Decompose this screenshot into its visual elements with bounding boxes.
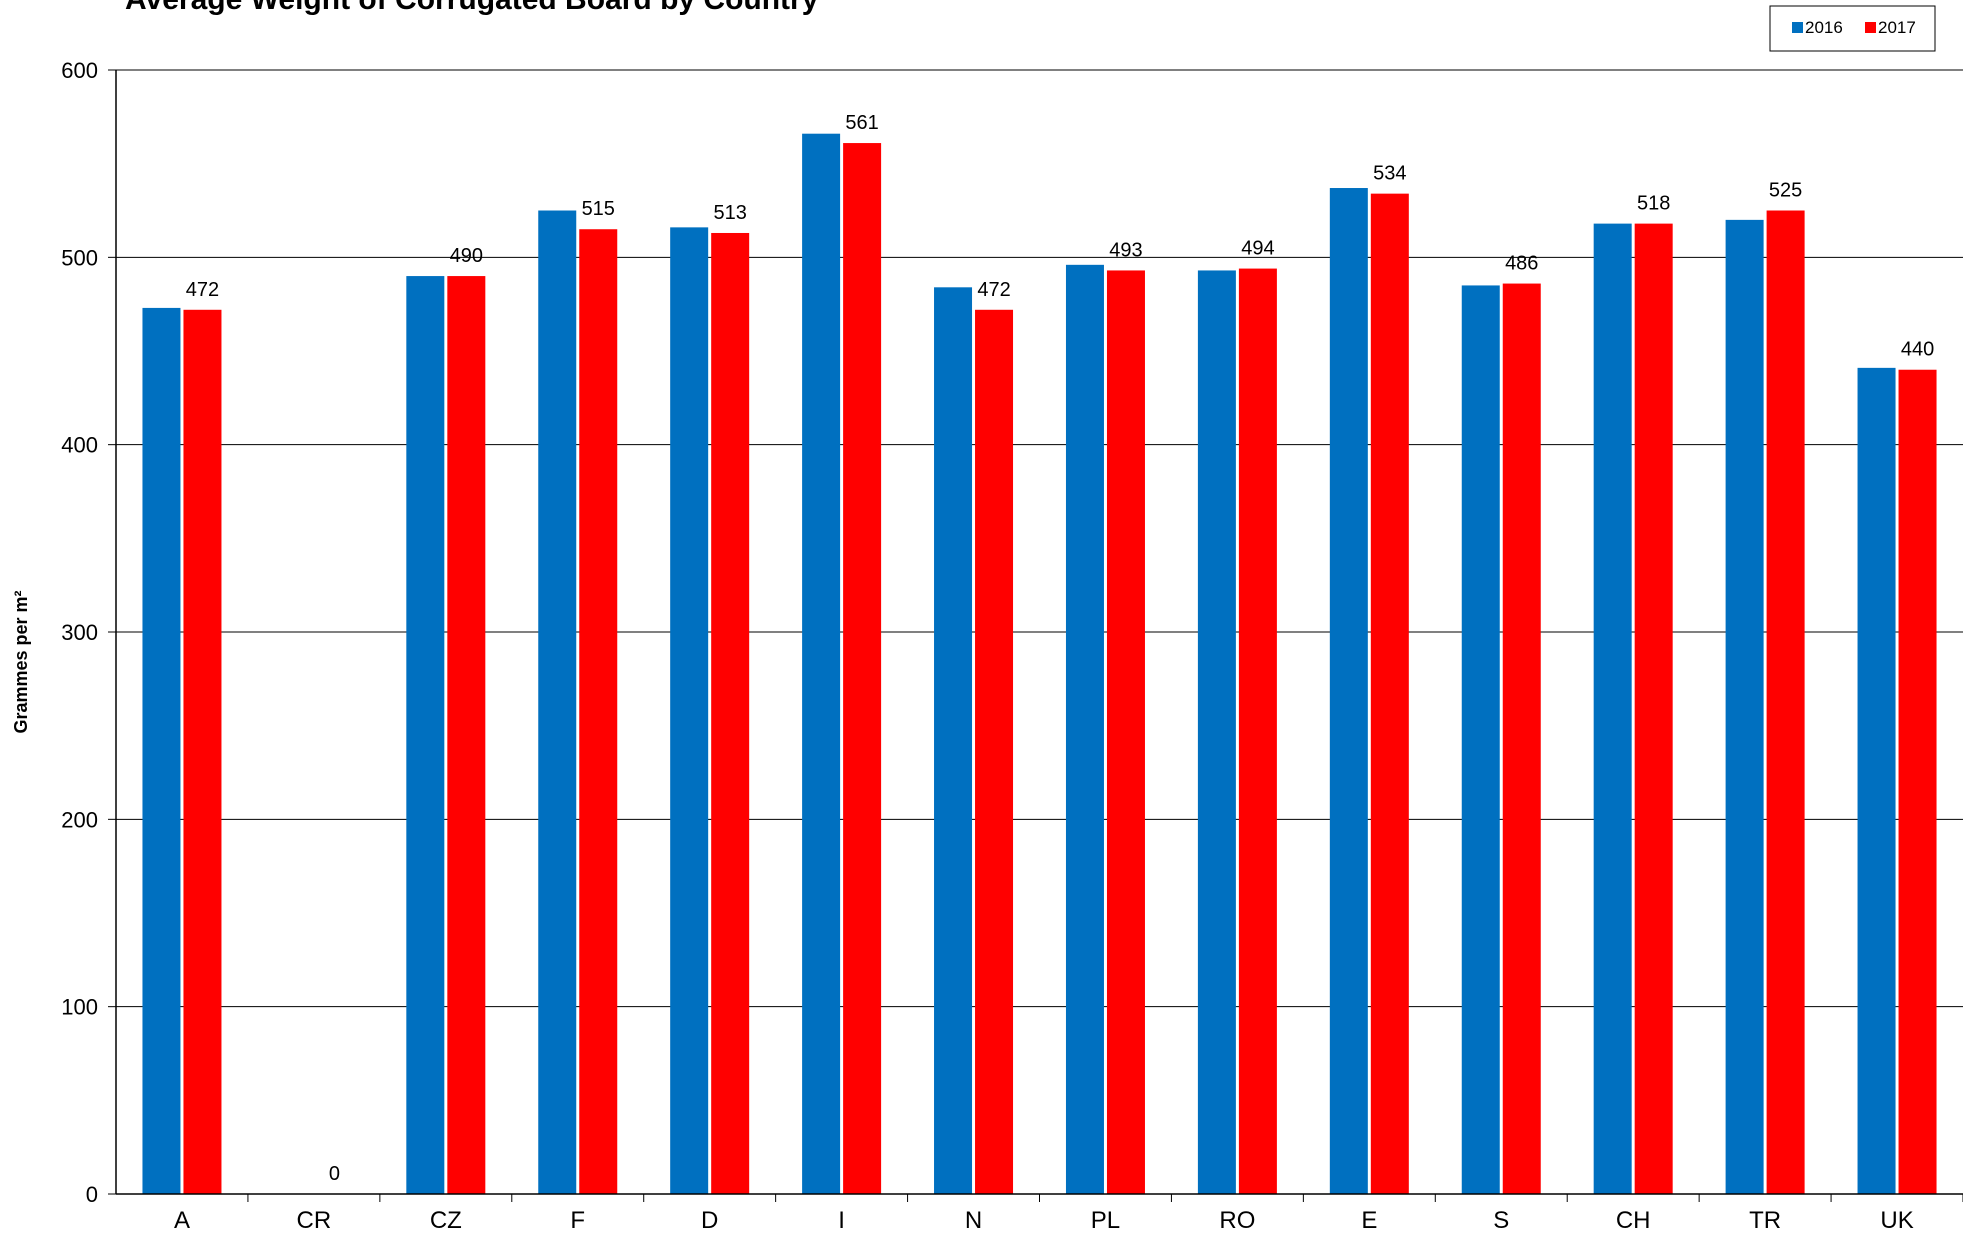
data-label: 534 — [1373, 163, 1406, 185]
x-tick-label: N — [965, 1207, 982, 1234]
legend: 2016 2017 — [1769, 5, 1936, 52]
bar-2017-A — [183, 309, 222, 1195]
gridlines — [116, 69, 1963, 1008]
bar-2017-D — [711, 232, 750, 1195]
data-labels: 472 0 490 515 513 561 472 493 494 534 486 518 525 440 — [186, 112, 1934, 1185]
legend-swatch-2016 — [1792, 22, 1803, 33]
data-label: 486 — [1505, 253, 1538, 275]
y-tick-label: 300 — [61, 620, 98, 645]
bar-2017-N — [975, 309, 1014, 1195]
y-tick-label: 100 — [61, 995, 98, 1020]
y-axis-label: Grammes per m² — [11, 590, 31, 733]
y-tick-label: 500 — [61, 245, 98, 270]
bar-2017-E — [1370, 193, 1409, 1194]
bar-2017-TR — [1766, 210, 1805, 1194]
x-tick-label: D — [701, 1207, 718, 1234]
data-label: 518 — [1637, 193, 1670, 215]
bar-2017-S — [1502, 283, 1541, 1194]
x-tick-label: E — [1361, 1207, 1377, 1234]
bar-2017-PL — [1106, 270, 1145, 1194]
data-label: 493 — [1109, 239, 1142, 261]
data-label: 440 — [1901, 339, 1934, 361]
x-tick-label: S — [1493, 1207, 1509, 1234]
x-tick-label: UK — [1880, 1207, 1913, 1234]
x-tick-label: I — [838, 1207, 845, 1234]
x-tick-label: RO — [1219, 1207, 1255, 1234]
y-tick-label: 600 — [61, 58, 98, 83]
x-tick-label: F — [570, 1207, 585, 1234]
bar-2016-CZ — [406, 276, 445, 1195]
bar-2016-E — [1329, 188, 1368, 1194]
data-label: 490 — [450, 245, 483, 267]
bar-2016-RO — [1197, 270, 1236, 1194]
data-label: 494 — [1241, 238, 1274, 260]
data-label: 513 — [713, 202, 746, 224]
bar-2016-CH — [1593, 223, 1632, 1194]
x-tick-label: CZ — [430, 1207, 462, 1234]
bar-2016-N — [934, 287, 973, 1195]
axes: 0 100 200 300 400 500 600 A CR CZ F D I N PL RO E S CH TR UK — [61, 58, 1963, 1234]
bar-2017-I — [843, 143, 882, 1194]
data-label: 525 — [1769, 180, 1802, 202]
legend-swatch-2017 — [1865, 22, 1876, 33]
bar-2017-CH — [1634, 223, 1673, 1194]
data-label: 472 — [977, 279, 1010, 301]
bar-2016-TR — [1725, 219, 1764, 1194]
x-tick-label: PL — [1091, 1207, 1120, 1234]
bar-2017-F — [579, 229, 618, 1194]
data-label: 515 — [582, 198, 615, 220]
legend-label-2016: 2016 — [1805, 18, 1843, 37]
x-tick-label: TR — [1749, 1207, 1781, 1234]
bars — [142, 133, 1937, 1195]
x-tick-label: CR — [297, 1207, 332, 1234]
x-tick-label: CH — [1616, 1207, 1651, 1234]
x-tick-label: A — [174, 1207, 190, 1234]
bar-2016-D — [670, 227, 709, 1195]
bar-2016-F — [538, 210, 577, 1194]
data-label: 561 — [845, 112, 878, 134]
bar-2016-PL — [1065, 264, 1104, 1194]
data-label: 472 — [186, 279, 219, 301]
bar-2017-UK — [1898, 369, 1937, 1194]
y-tick-label: 200 — [61, 807, 98, 832]
y-tick-label: 0 — [86, 1182, 98, 1207]
bar-2017-CZ — [447, 276, 486, 1195]
bar-2016-S — [1461, 285, 1500, 1194]
legend-label-2017: 2017 — [1878, 18, 1916, 37]
bar-2017-RO — [1238, 268, 1277, 1194]
data-label: 0 — [329, 1163, 340, 1185]
bar-2016-I — [802, 133, 841, 1194]
bar-2016-A — [142, 307, 181, 1194]
y-tick-label: 400 — [61, 433, 98, 458]
chart-title: Average Weight of Corrugated Board by Co… — [125, 0, 819, 16]
bar-2016-UK — [1857, 367, 1896, 1194]
